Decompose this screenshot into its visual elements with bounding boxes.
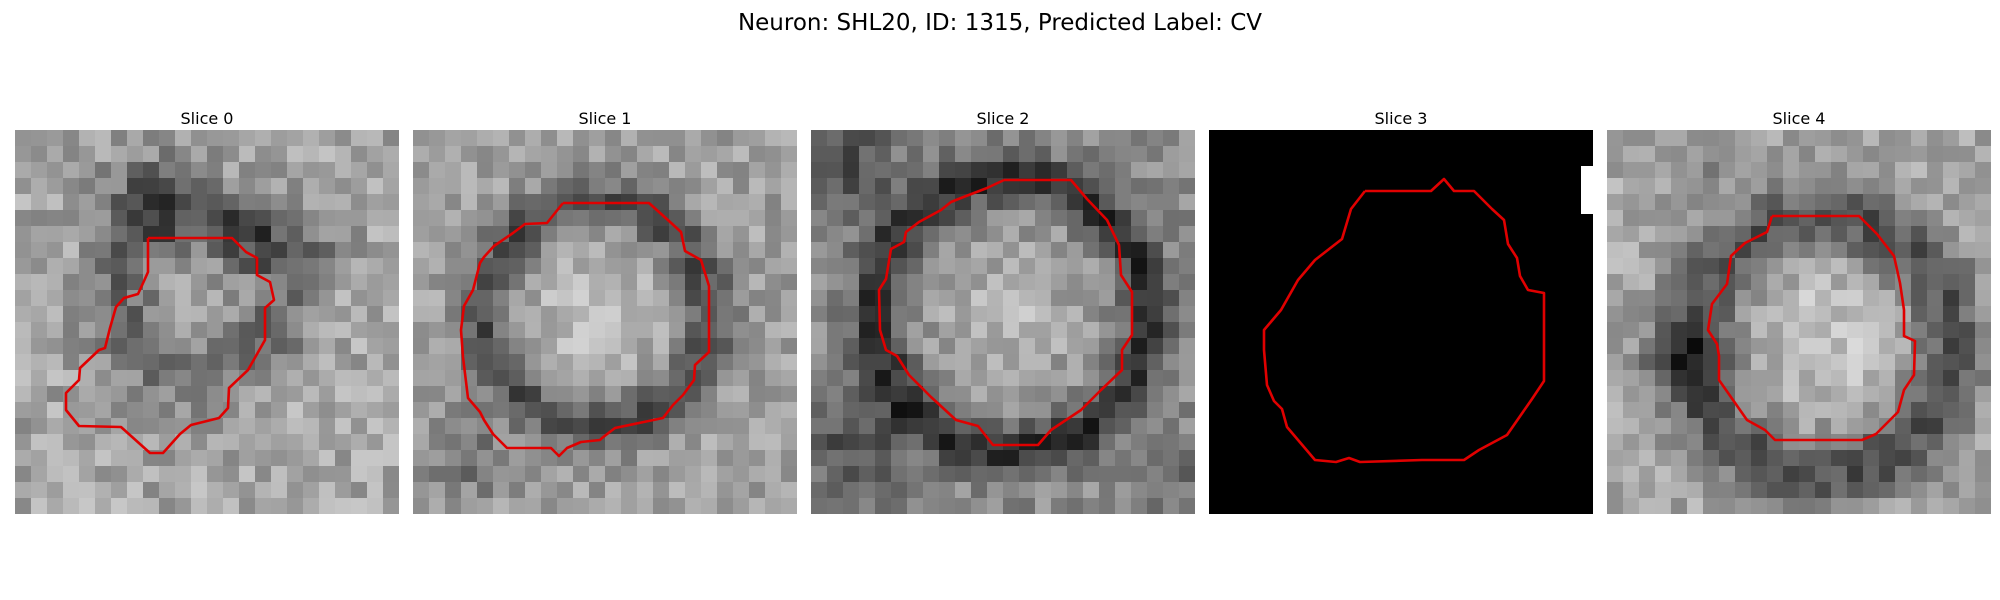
slice-panel-3: Slice 3 — [1209, 108, 1593, 514]
slice-image-3 — [1209, 130, 1593, 514]
slice-panel-0: Slice 0 — [15, 108, 399, 514]
figure-title: Neuron: SHL20, ID: 1315, Predicted Label… — [737, 10, 1263, 36]
slice-3-contour — [1262, 177, 1546, 464]
slice-title-1: Slice 1 — [578, 109, 632, 128]
slice-3-background — [1209, 130, 1593, 514]
slice-image-2 — [811, 130, 1195, 514]
slice-image-0 — [15, 130, 399, 514]
slice-panel-2: Slice 2 — [811, 108, 1195, 514]
slice-image-1 — [413, 130, 797, 514]
slice-0-contour — [64, 236, 276, 455]
slice-title-2: Slice 2 — [976, 109, 1030, 128]
slice-4-contour — [1706, 214, 1917, 442]
slice-panel-1: Slice 1 — [413, 108, 797, 514]
slice-title-4: Slice 4 — [1772, 109, 1826, 128]
slice-0-pixels — [15, 130, 399, 514]
slice-2-contour — [877, 178, 1134, 447]
slice-2-pixels — [811, 130, 1195, 514]
slice-title-0: Slice 0 — [180, 109, 234, 128]
slice-1-pixels — [413, 130, 797, 514]
slice-1-contour — [459, 201, 711, 458]
slice-3-white-fragment — [1581, 166, 1593, 214]
slice-title-3: Slice 3 — [1374, 109, 1428, 128]
slice-4-pixels — [1607, 130, 1991, 514]
slice-image-4 — [1607, 130, 1991, 514]
slice-panel-4: Slice 4 — [1607, 108, 1991, 514]
